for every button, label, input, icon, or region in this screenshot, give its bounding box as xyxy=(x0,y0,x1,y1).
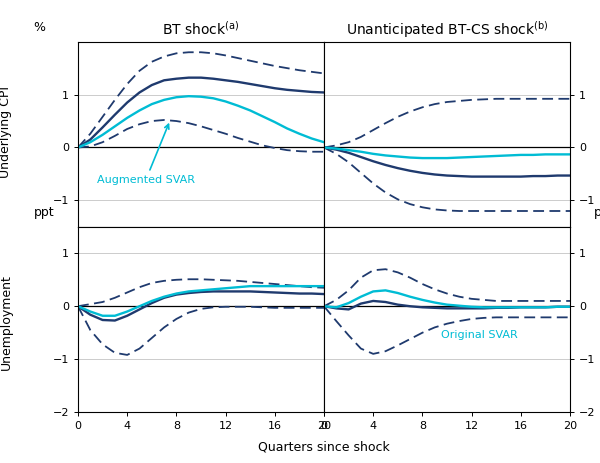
Text: Underlying CPI: Underlying CPI xyxy=(0,86,13,178)
Text: Quarters since shock: Quarters since shock xyxy=(258,441,390,454)
Text: ppt: ppt xyxy=(34,206,55,219)
Title: BT shock$^{\rm (a)}$: BT shock$^{\rm (a)}$ xyxy=(163,20,239,38)
Text: ppt: ppt xyxy=(593,206,600,219)
Text: %: % xyxy=(34,21,46,34)
Title: Unanticipated BT-CS shock$^{\rm (b)}$: Unanticipated BT-CS shock$^{\rm (b)}$ xyxy=(346,19,548,40)
Text: Unemployment: Unemployment xyxy=(0,274,13,370)
Text: Augmented SVAR: Augmented SVAR xyxy=(97,124,194,185)
Text: Original SVAR: Original SVAR xyxy=(441,330,518,340)
